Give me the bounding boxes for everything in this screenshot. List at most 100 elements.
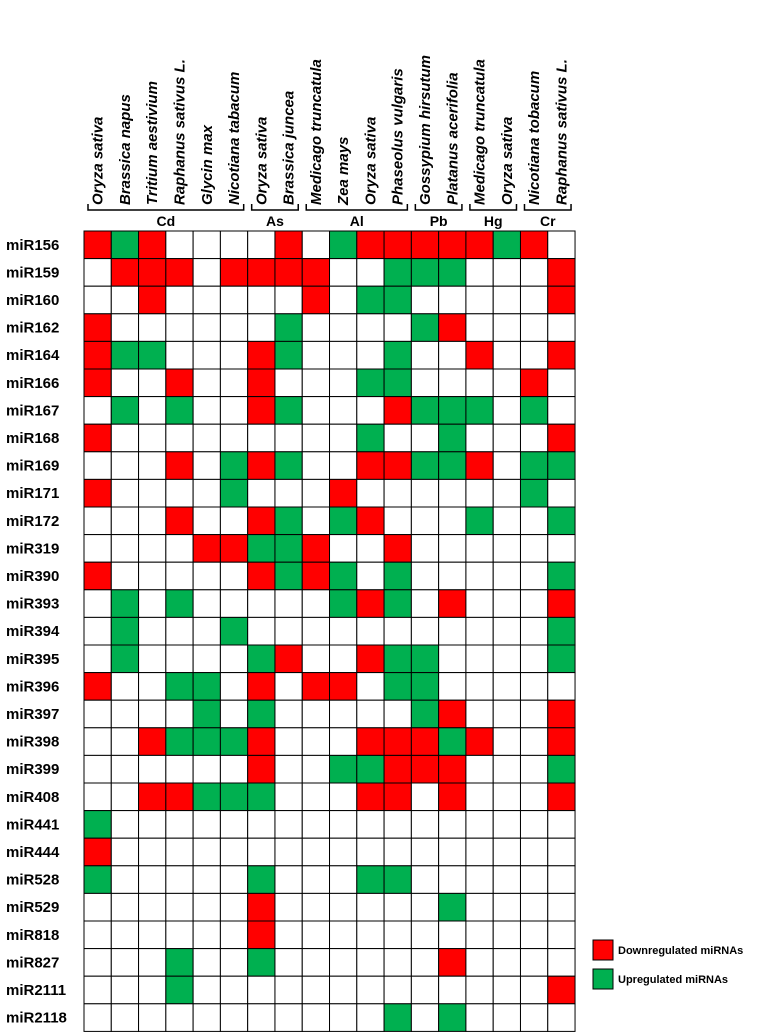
row-label: miR172 — [6, 513, 59, 530]
heatmap-cell — [547, 920, 576, 950]
heatmap-cell — [438, 1003, 467, 1032]
heatmap-cell — [438, 340, 467, 370]
heatmap-cell — [356, 699, 385, 729]
heatmap-cell — [110, 837, 140, 867]
column-label: Medicago truncatula — [472, 59, 489, 205]
heatmap-cell — [110, 644, 140, 674]
heatmap-cell — [110, 616, 140, 646]
heatmap-cell — [410, 727, 440, 756]
heatmap-cell — [547, 754, 576, 784]
heatmap-cell — [192, 754, 221, 784]
heatmap-cell — [465, 865, 494, 894]
heatmap-cell — [219, 534, 249, 563]
heatmap-cell — [110, 506, 140, 536]
heatmap-cell — [410, 1003, 440, 1032]
heatmap-cell — [165, 892, 194, 922]
heatmap-cell — [356, 506, 385, 536]
legend-label: Upregulated miRNAs — [618, 974, 728, 986]
heatmap-cell — [492, 782, 521, 812]
heatmap-cell — [165, 313, 194, 342]
heatmap-cell — [301, 865, 331, 894]
heatmap-cell — [547, 699, 576, 729]
cells-layer — [83, 230, 576, 1032]
heatmap-cell — [519, 313, 549, 342]
heatmap-cell — [492, 1003, 521, 1032]
heatmap-cell — [383, 920, 412, 950]
heatmap-cell — [410, 699, 440, 729]
column-label: Tritium aestivium — [144, 81, 161, 205]
heatmap-cell — [356, 837, 385, 867]
heatmap-cell — [438, 478, 467, 508]
heatmap-cell — [192, 782, 221, 812]
group-label: Cd — [157, 213, 176, 229]
heatmap-cell — [547, 340, 576, 370]
heatmap-cell — [383, 754, 412, 784]
heatmap-cell — [356, 285, 385, 315]
heatmap-cell — [410, 258, 440, 287]
heatmap-cell — [356, 478, 385, 508]
column-label: Nicotiana tobacum — [526, 71, 543, 205]
heatmap-cell — [138, 754, 167, 784]
row-label: miR397 — [6, 706, 59, 723]
heatmap-cell — [547, 1003, 576, 1032]
column-label: Gossypium hirsutum — [417, 55, 434, 205]
heatmap-cell — [356, 396, 385, 425]
row-label: miR168 — [6, 430, 59, 447]
heatmap-cell — [356, 754, 385, 784]
heatmap-cell — [492, 506, 521, 536]
heatmap-cell — [83, 782, 112, 812]
heatmap-cell — [247, 478, 276, 508]
heatmap-cell — [192, 313, 221, 342]
heatmap-cell — [383, 230, 412, 260]
heatmap-cell — [383, 727, 412, 756]
heatmap-cell — [547, 313, 576, 342]
heatmap-cell — [383, 534, 412, 563]
heatmap-cell — [438, 561, 467, 591]
heatmap-cell — [83, 396, 112, 425]
heatmap-cell — [383, 396, 412, 425]
heatmap-cell — [138, 865, 167, 894]
heatmap-cell — [356, 258, 385, 287]
heatmap-cell — [383, 561, 412, 591]
heatmap-cell — [274, 810, 303, 839]
heatmap-cell — [274, 948, 303, 977]
heatmap-cell — [519, 423, 549, 453]
heatmap-cell — [410, 396, 440, 425]
heatmap-cell — [110, 478, 140, 508]
heatmap-cell — [192, 340, 221, 370]
heatmap-cell — [465, 1003, 494, 1032]
heatmap-cell — [165, 230, 194, 260]
heatmap-cell — [519, 396, 549, 425]
heatmap-cell — [192, 1003, 221, 1032]
heatmap-cell — [301, 258, 331, 287]
heatmap-cell — [192, 451, 221, 480]
heatmap-cell — [383, 285, 412, 315]
heatmap-cell — [138, 727, 167, 756]
heatmap-cell — [274, 754, 303, 784]
heatmap-cell — [356, 782, 385, 812]
heatmap-cell — [110, 589, 140, 618]
heatmap-cell — [356, 865, 385, 894]
heatmap-cell — [329, 920, 358, 950]
heatmap-cell — [247, 561, 276, 591]
heatmap-cell — [274, 672, 303, 701]
heatmap-cell — [519, 451, 549, 480]
heatmap-cell — [274, 837, 303, 867]
heatmap-cell — [519, 478, 549, 508]
row-label: miR156 — [6, 237, 59, 254]
heatmap-cell — [383, 589, 412, 618]
heatmap-cell — [410, 644, 440, 674]
heatmap-cell — [519, 285, 549, 315]
heatmap-cell — [192, 975, 221, 1005]
heatmap-cell — [356, 561, 385, 591]
heatmap-cell — [83, 892, 112, 922]
heatmap-cell — [410, 423, 440, 453]
heatmap-cell — [356, 975, 385, 1005]
heatmap-cell — [192, 810, 221, 839]
heatmap-cell — [138, 644, 167, 674]
heatmap-cell — [165, 589, 194, 618]
column-label: Raphanus sativus L. — [553, 59, 570, 205]
heatmap-cell — [438, 644, 467, 674]
heatmap-cell — [465, 230, 494, 260]
heatmap-cell — [83, 423, 112, 453]
